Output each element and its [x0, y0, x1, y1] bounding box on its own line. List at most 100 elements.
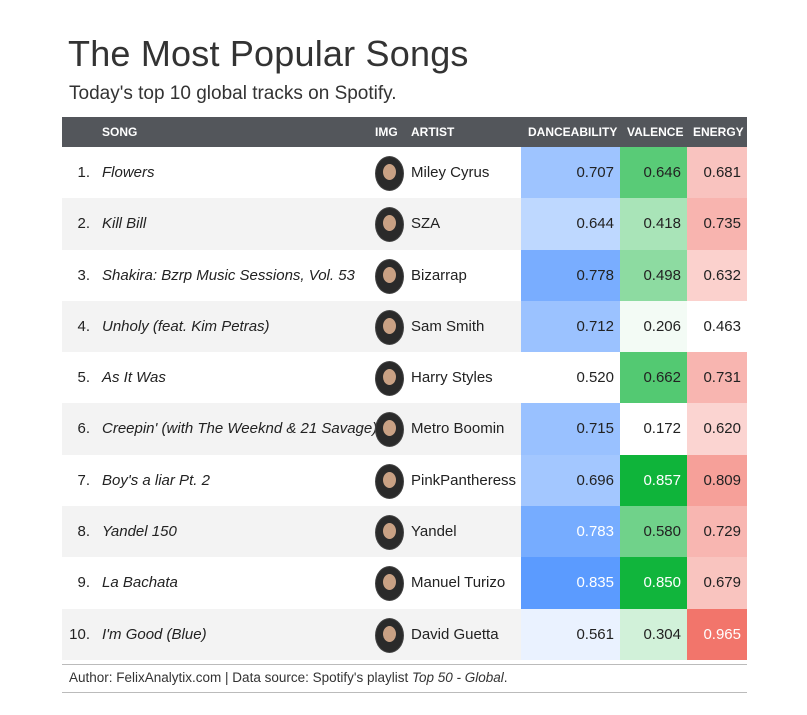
table-row: 6. Creepin' (with The Weeknd & 21 Savage)… — [62, 403, 747, 455]
table-row: 8. Yandel 150 Yandel 0.783 0.580 0.729 — [62, 506, 747, 558]
rank-cell: 6. — [77, 420, 90, 438]
avatar-face-icon — [383, 266, 396, 283]
danceability-cell: 0.520 — [521, 352, 620, 404]
energy-cell: 0.965 — [687, 608, 747, 660]
danceability-cell: 0.783 — [521, 506, 620, 558]
rank-cell: 2. — [77, 215, 90, 233]
artist-avatar-icon — [375, 617, 404, 653]
artist-avatar-icon — [375, 515, 404, 551]
song-cell: Kill Bill — [102, 215, 147, 233]
artist-avatar-icon — [375, 156, 404, 191]
energy-cell: 0.632 — [687, 249, 747, 301]
energy-cell: 0.735 — [687, 198, 747, 250]
song-cell: La Bachata — [102, 574, 178, 592]
valence-cell: 0.304 — [620, 608, 687, 660]
rank-cell: 9. — [77, 574, 90, 592]
avatar-face-icon — [383, 420, 396, 437]
artist-avatar-icon — [375, 566, 404, 602]
header-img: IMG — [375, 125, 398, 139]
avatar-face-icon — [383, 471, 396, 488]
song-cell: As It Was — [102, 369, 166, 387]
artist-cell: PinkPantheress — [411, 471, 517, 489]
table-row: 1. Flowers Miley Cyrus 0.707 0.646 0.681 — [62, 147, 747, 199]
rank-cell: 5. — [77, 369, 90, 387]
energy-cell: 0.463 — [687, 300, 747, 353]
rank-cell: 3. — [77, 266, 90, 284]
artist-cell: SZA — [411, 215, 441, 233]
valence-cell: 0.172 — [620, 403, 687, 455]
energy-cell: 0.729 — [687, 506, 747, 558]
rank-cell: 7. — [77, 471, 90, 489]
table-row: 5. As It Was Harry Styles 0.520 0.662 0.731 — [62, 352, 747, 404]
song-cell: I'm Good (Blue) — [102, 625, 207, 643]
valence-cell: 0.857 — [620, 454, 687, 507]
artist-cell: Metro Boomin — [411, 420, 505, 438]
valence-cell: 0.646 — [620, 147, 687, 199]
danceability-cell: 0.712 — [521, 300, 620, 353]
chart-subtitle: Today's top 10 global tracks on Spotify. — [69, 83, 397, 104]
songs-table: SONG IMG ARTIST DANCEABILITY VALENCE ENE… — [62, 117, 747, 660]
artist-cell: David Guetta — [411, 625, 499, 643]
rank-cell: 10. — [69, 625, 90, 643]
footer-playlist: Top 50 - Global — [411, 670, 504, 685]
chart-title: The Most Popular Songs — [68, 33, 469, 74]
artist-cell: Manuel Turizo — [411, 574, 506, 592]
artist-avatar-icon — [375, 309, 404, 345]
table-row: 4. Unholy (feat. Kim Petras) Sam Smith 0.71… — [62, 300, 747, 353]
song-cell: Unholy (feat. Kim Petras) — [102, 317, 270, 335]
artist-cell: Yandel — [411, 523, 457, 541]
danceability-cell: 0.707 — [521, 147, 620, 199]
valence-cell: 0.418 — [620, 198, 687, 250]
avatar-face-icon — [383, 369, 396, 386]
song-cell: Boy's a liar Pt. 2 — [102, 471, 210, 489]
avatar-face-icon — [383, 523, 396, 540]
artist-cell: Harry Styles — [411, 369, 493, 387]
artist-cell: Bizarrap — [411, 266, 467, 284]
valence-cell: 0.850 — [620, 557, 687, 609]
artist-avatar-icon — [375, 258, 404, 294]
artist-avatar-icon — [375, 361, 404, 397]
energy-cell: 0.620 — [687, 403, 747, 455]
avatar-face-icon — [383, 625, 396, 642]
table-body: 1. Flowers Miley Cyrus 0.707 0.646 0.681 2. Kil… — [62, 147, 747, 660]
artist-avatar-icon — [375, 412, 404, 448]
footer-note: Author: FelixAnalytix.com | Data source:… — [62, 664, 747, 693]
table-row: 10. I'm Good (Blue) David Guetta 0.561 0.304… — [62, 608, 747, 660]
header-valence: VALENCE — [627, 125, 684, 139]
danceability-cell: 0.778 — [521, 249, 620, 301]
table-row: 2. Kill Bill SZA 0.644 0.418 0.735 — [62, 198, 747, 250]
rank-cell: 1. — [77, 164, 90, 181]
energy-cell: 0.681 — [687, 147, 747, 199]
song-cell: Yandel 150 — [102, 523, 177, 541]
footer-suffix: . — [503, 670, 508, 685]
danceability-cell: 0.835 — [521, 557, 620, 609]
table-header: SONG IMG ARTIST DANCEABILITY VALENCE ENE… — [62, 117, 747, 147]
artist-avatar-icon — [375, 463, 404, 499]
valence-cell: 0.662 — [620, 352, 687, 404]
header-energy: ENERGY — [693, 125, 744, 139]
danceability-cell: 0.696 — [521, 454, 620, 507]
artist-cell: Sam Smith — [411, 317, 485, 335]
artist-cell: Miley Cyrus — [411, 164, 490, 181]
avatar-face-icon — [383, 574, 396, 591]
energy-cell: 0.679 — [687, 557, 747, 609]
header-danceability: DANCEABILITY — [528, 125, 618, 139]
valence-cell: 0.580 — [620, 506, 687, 558]
table-row: 3. Shakira: Bzrp Music Sessions, Vol. 53 B… — [62, 249, 747, 301]
danceability-cell: 0.561 — [521, 608, 620, 660]
rank-cell: 8. — [77, 523, 90, 541]
footer-prefix: Author: FelixAnalytix.com | Data source:… — [69, 670, 412, 685]
valence-cell: 0.206 — [620, 300, 687, 353]
valence-cell: 0.498 — [620, 249, 687, 301]
energy-cell: 0.809 — [687, 454, 747, 507]
header-song: SONG — [102, 125, 138, 139]
danceability-cell: 0.644 — [521, 198, 620, 250]
table-row: 7. Boy's a liar Pt. 2 PinkPantheress 0.696 0… — [62, 454, 747, 507]
song-cell: Creepin' (with The Weeknd & 21 Savage) — [102, 420, 378, 438]
artist-avatar-icon — [375, 207, 404, 243]
song-cell: Flowers — [102, 164, 155, 181]
rank-cell: 4. — [77, 317, 90, 335]
table-row: 9. La Bachata Manuel Turizo 0.835 0.850 0.679 — [62, 557, 747, 609]
avatar-face-icon — [383, 317, 396, 334]
energy-cell: 0.731 — [687, 352, 747, 404]
